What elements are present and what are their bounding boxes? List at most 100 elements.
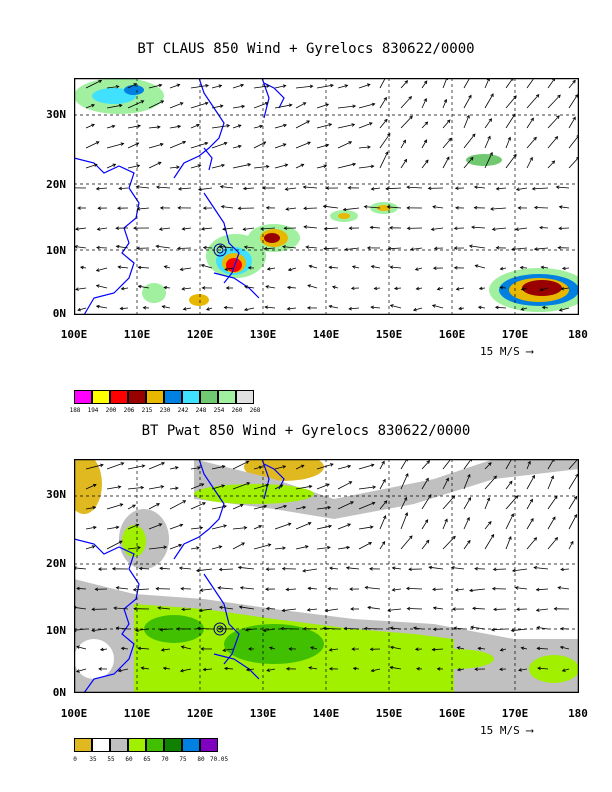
wind-vector-head <box>432 205 436 209</box>
wind-vector-head <box>156 503 160 507</box>
wind-vector-head <box>520 287 525 291</box>
wind-vector-head <box>111 567 116 571</box>
wind-vector <box>358 464 374 470</box>
wind-vector <box>211 525 227 530</box>
wind-vector <box>159 567 171 570</box>
map2-colorbar-label: 75 <box>179 756 187 763</box>
wind-vector <box>263 628 276 631</box>
wind-vector-head <box>443 98 448 103</box>
wind-vector-head <box>241 104 246 109</box>
wind-vector <box>392 588 402 591</box>
wind-vector <box>568 541 574 550</box>
wind-vector-head <box>178 543 183 548</box>
wind-vector-head <box>541 305 546 310</box>
wind-vector <box>295 485 312 490</box>
wind-vector <box>121 287 129 290</box>
wind-vector-head <box>328 304 333 309</box>
wind-vector-head <box>92 505 97 510</box>
wind-vector-head <box>308 666 313 670</box>
wind-vector <box>432 648 444 651</box>
wind-vector-head <box>115 226 119 230</box>
wind-vector-head <box>345 566 350 570</box>
wind-vector-head <box>160 485 165 489</box>
wind-vector <box>371 306 381 309</box>
wind-vector <box>162 305 171 309</box>
wind-vector-head <box>182 307 187 311</box>
wind-vector <box>451 567 465 570</box>
wind-vector <box>421 98 427 109</box>
wind-vector-head <box>531 186 536 191</box>
wind-vector <box>310 646 318 650</box>
wind-vector <box>75 227 87 230</box>
map2-wind-vectors <box>74 459 579 673</box>
map1-colorbar-label: 248 <box>195 407 207 414</box>
wind-vector-head <box>77 307 81 312</box>
wind-vector <box>400 140 406 149</box>
wind-vector-head <box>285 587 290 592</box>
wind-vector-head <box>509 480 513 485</box>
wind-vector <box>267 267 276 270</box>
wind-vector-head <box>160 100 165 104</box>
wind-vector-head <box>514 586 519 590</box>
wind-vector-head <box>222 227 226 231</box>
map1-colorbar-label: 188 <box>69 407 81 414</box>
wind-vector-head <box>412 626 417 630</box>
wind-vector-head <box>237 565 242 570</box>
wind-vector-head <box>260 227 264 231</box>
wind-vector-head <box>450 566 455 570</box>
wind-vector <box>316 547 331 550</box>
wind-vector <box>190 85 209 89</box>
wind-vector-head <box>423 98 427 102</box>
wind-vector-head <box>348 226 353 230</box>
wind-vector <box>400 535 413 550</box>
wind-vector <box>526 475 535 490</box>
wind-vector-head <box>218 244 223 249</box>
wind-vector-head <box>556 115 560 119</box>
wind-vector-head <box>197 466 201 470</box>
wind-vector <box>463 78 471 89</box>
wind-vector <box>253 85 270 89</box>
wind-vector-head <box>458 306 463 311</box>
wind-vector <box>526 461 531 470</box>
wind-vector <box>337 546 350 550</box>
wind-vector <box>287 307 297 310</box>
wind-vector <box>264 247 276 250</box>
wind-vector-head <box>133 226 137 230</box>
map2-lon-150e: 150E <box>375 707 403 720</box>
wind-vector <box>169 125 181 129</box>
wind-vector <box>148 126 161 129</box>
wind-vector-head <box>381 541 386 545</box>
wind-vector-head <box>348 481 353 485</box>
wind-vector <box>286 207 297 210</box>
wind-vector <box>455 588 465 591</box>
wind-vector <box>302 568 318 572</box>
wind-vector-head <box>472 133 476 138</box>
wind-vector <box>547 459 555 470</box>
wind-vector <box>562 668 570 672</box>
map2-svg <box>74 459 579 693</box>
map2-lon-100e: 100E <box>60 707 88 720</box>
wind-vector-head <box>486 497 491 501</box>
map2-lon-170e: 170E <box>501 707 529 720</box>
wind-vector <box>232 163 251 169</box>
wind-vector <box>253 484 269 490</box>
wind-vector <box>96 285 108 289</box>
wind-vector-head <box>302 505 307 510</box>
wind-vector-head <box>536 626 541 630</box>
map1-title: BT CLAUS 850 Wind + Gyrelocs 830622/0000 <box>137 41 475 57</box>
map2-lon-120e: 120E <box>186 707 214 720</box>
wind-vector-head <box>499 667 503 671</box>
wind-vector-head <box>96 227 101 231</box>
wind-vector <box>390 266 402 269</box>
wind-vector-head <box>364 585 369 590</box>
wind-vector <box>345 247 360 250</box>
wind-vector-head <box>217 626 222 631</box>
wind-vector-head <box>446 156 450 161</box>
wind-vector-head <box>389 645 394 650</box>
wind-vector-head <box>446 119 451 124</box>
wind-vector-head <box>551 160 556 165</box>
wind-vector <box>295 102 306 109</box>
wind-vector <box>337 523 351 530</box>
wind-vector <box>534 567 549 570</box>
wind-vector-head <box>175 486 179 491</box>
